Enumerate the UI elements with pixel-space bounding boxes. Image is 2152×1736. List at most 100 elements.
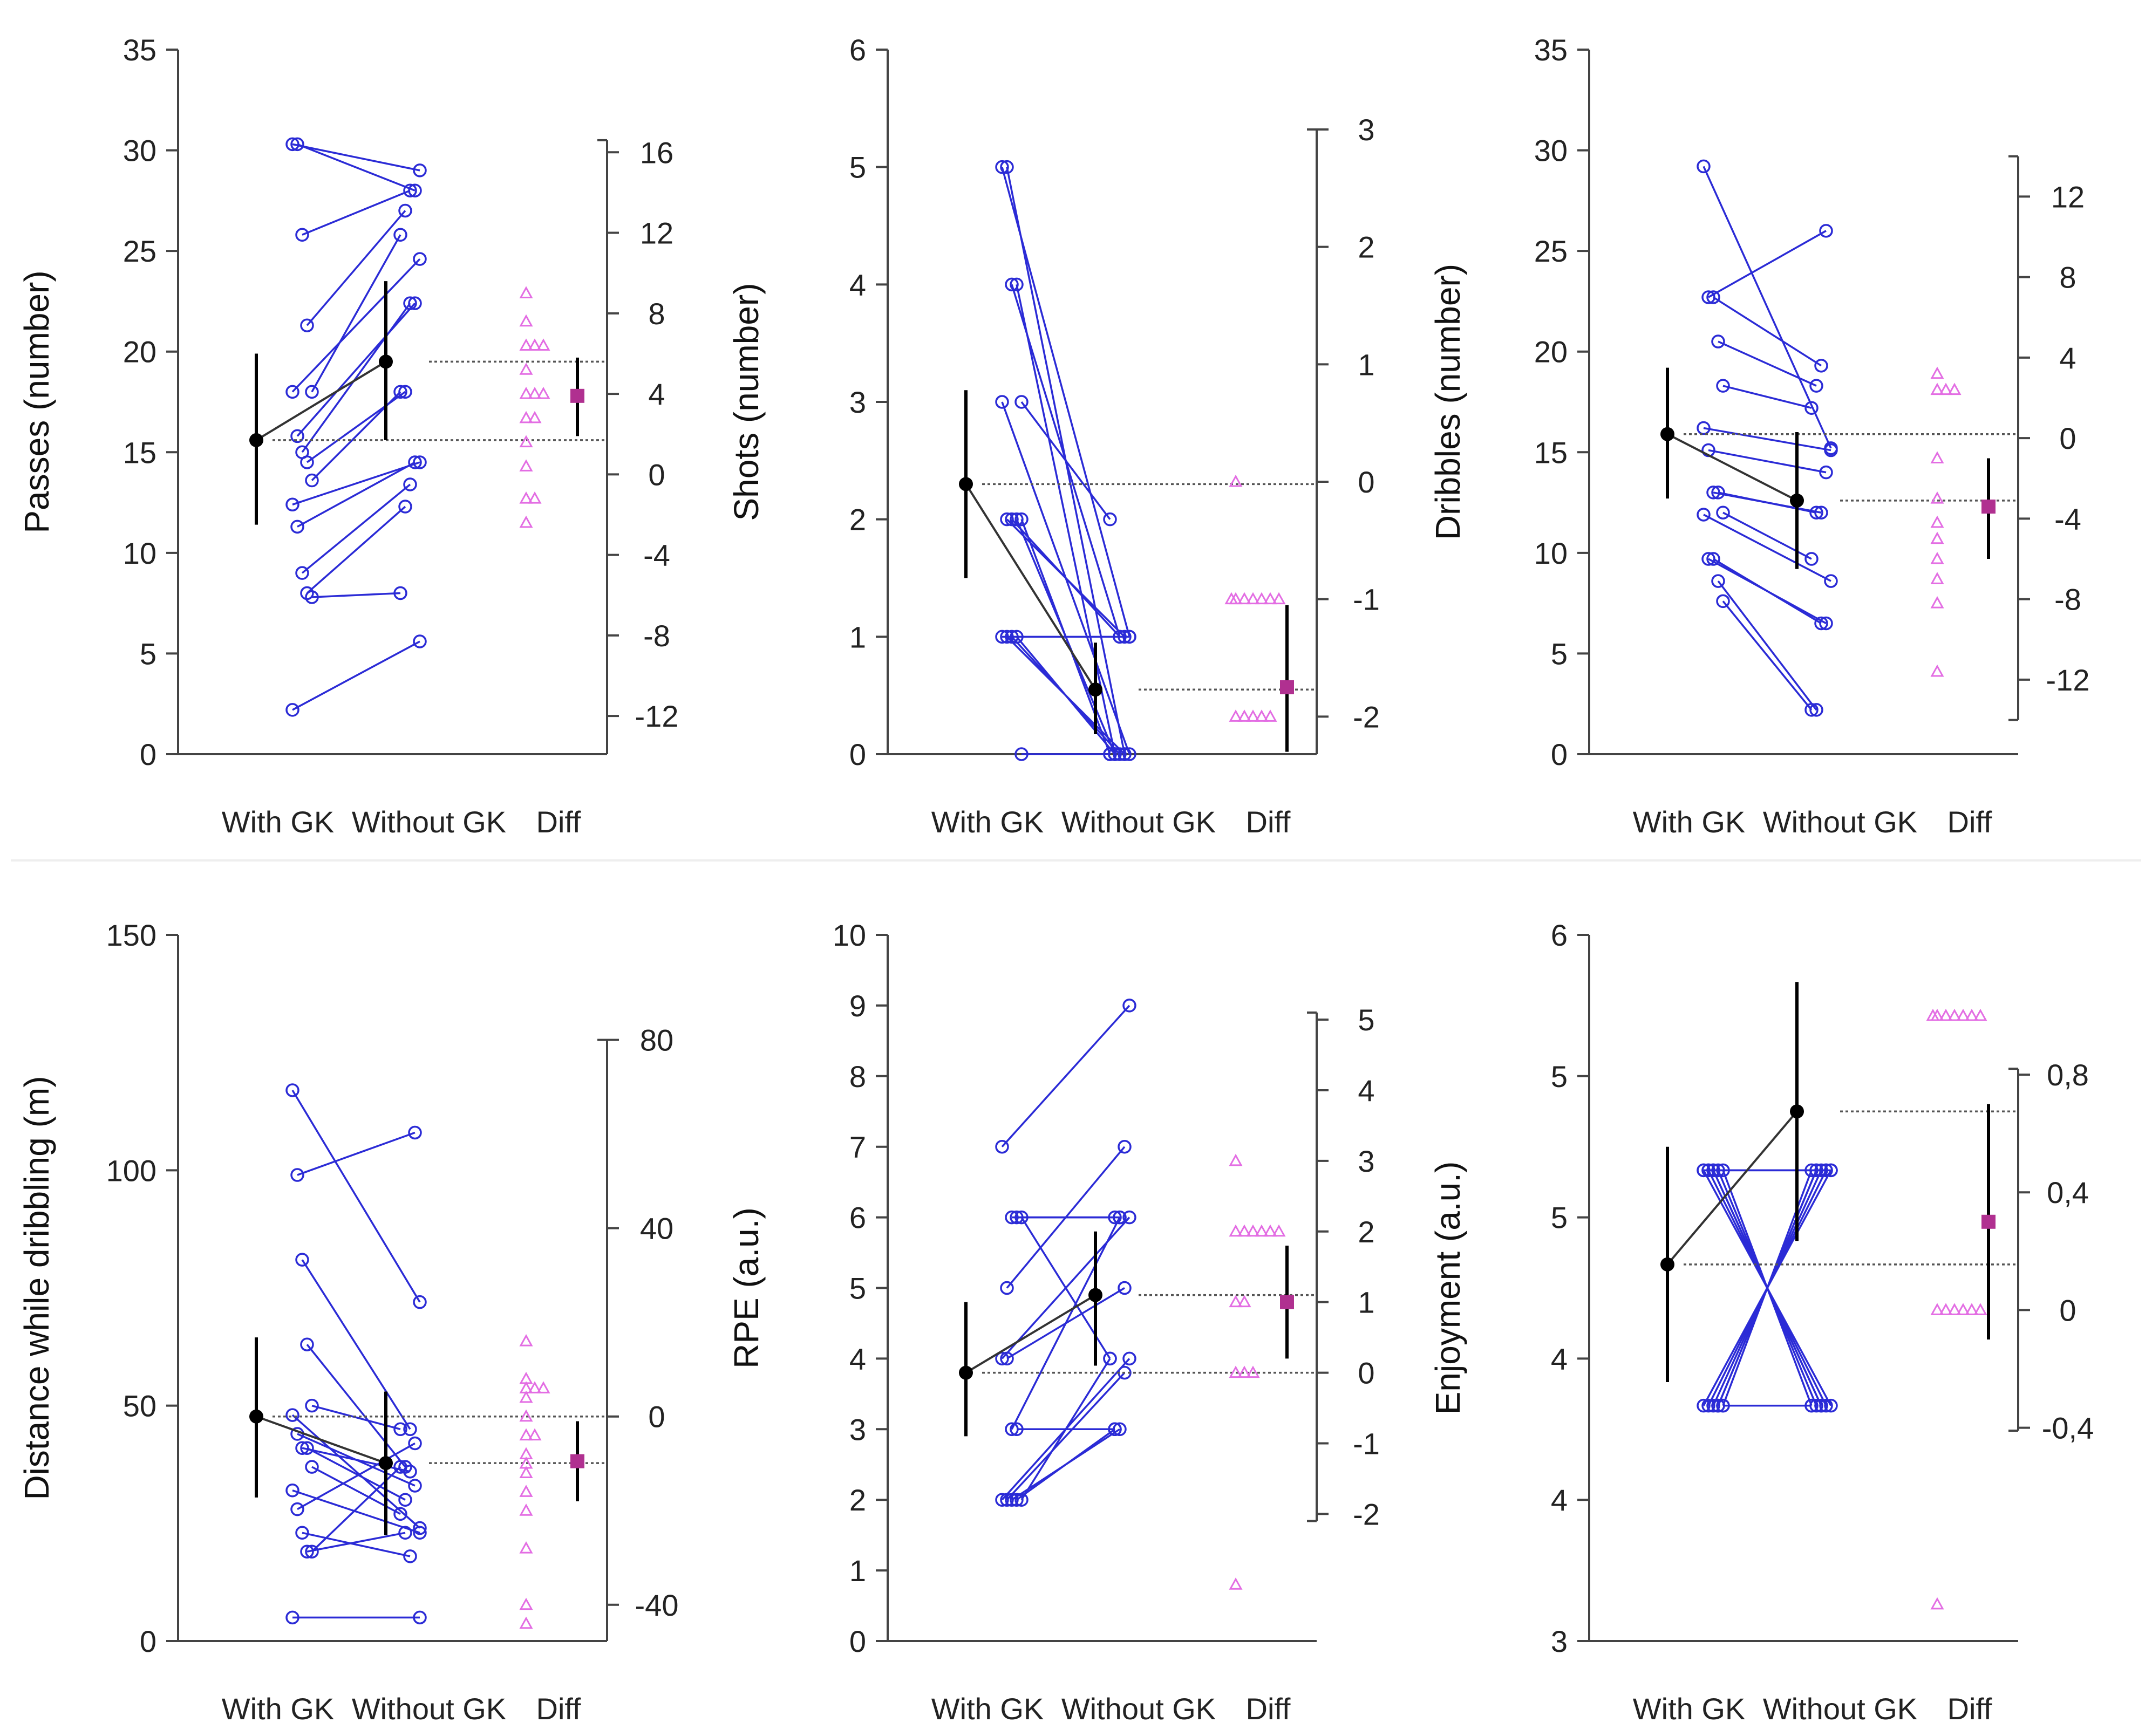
panel-2: 0 1 2 3 4 5 6 -2 -1 0 1 2 3 With GK Without GK Diff Shot… [727, 33, 1380, 839]
individual-point-with-gk [1716, 1398, 1730, 1413]
y2-tick-label: 0 [648, 1400, 665, 1434]
diff-point [536, 1381, 550, 1393]
y-tick-label: 20 [1534, 335, 1568, 369]
individual-point-with-gk [1716, 594, 1730, 609]
individual-point-with-gk [1697, 508, 1711, 522]
mean-connector [1666, 1110, 1798, 1266]
diff-point [519, 338, 533, 351]
individual-point-without-gk [1824, 1163, 1838, 1178]
diff-point [528, 1381, 542, 1393]
individual-line [1722, 385, 1812, 409]
individual-line [292, 461, 420, 505]
y-axis-label: RPE (a.u.) [727, 1207, 766, 1369]
diff-point [519, 1409, 533, 1422]
individual-point-without-gk [1804, 703, 1819, 717]
individual-point-with-gk [1014, 1210, 1029, 1225]
diff-point [1956, 1008, 1970, 1021]
y2-tick-label: 80 [640, 1023, 673, 1057]
mean-point [379, 354, 393, 369]
individual-point-without-gk [1809, 505, 1823, 520]
x-category-label: Without GK [352, 805, 506, 839]
individual-point-without-gk [1824, 574, 1838, 588]
individual-point-with-gk [305, 473, 319, 488]
individual-line [297, 1131, 416, 1176]
individual-line [301, 483, 411, 574]
diff-point [519, 1597, 533, 1610]
diff-point [519, 1334, 533, 1347]
individual-point-with-gk [995, 160, 1009, 174]
y-tick-label: 1 [849, 620, 866, 654]
y2-tick-label: 2 [1358, 1215, 1374, 1249]
diff-point [519, 1485, 533, 1497]
individual-point-with-gk [295, 228, 309, 242]
x-category-label: Without GK [1061, 1692, 1216, 1726]
diff-point [519, 1616, 533, 1629]
x-category-label: Diff [1246, 1692, 1291, 1726]
x-category-label: Diff [536, 1692, 581, 1726]
individual-point-with-gk [295, 566, 309, 580]
y-tick-label: 10 [1534, 536, 1568, 570]
y-tick-label: 5 [1551, 637, 1568, 671]
diff-point [1930, 596, 1944, 609]
individual-point-without-gk [393, 1460, 407, 1474]
individual-line [292, 640, 420, 711]
y-tick-label: 4 [1551, 1483, 1568, 1517]
diff-point [1947, 1008, 1962, 1021]
individual-point-without-gk [398, 1526, 412, 1540]
individual-point-with-gk [995, 395, 1009, 409]
diff-point [1947, 382, 1962, 395]
y2-tick-label: -8 [2054, 583, 2081, 617]
y2-tick-label: 0 [1358, 1356, 1374, 1390]
individual-point-with-gk [1010, 630, 1024, 644]
diff-point [1930, 366, 1944, 379]
y-tick-label: 3 [1551, 1624, 1568, 1658]
individual-point-with-gk [1014, 747, 1029, 761]
y-tick-label: 5 [140, 637, 156, 671]
individual-point-without-gk [403, 477, 417, 491]
individual-line [311, 592, 401, 598]
diff-mean-point [570, 388, 584, 403]
y2-tick-label: -1 [1353, 1426, 1380, 1460]
x-category-label: With GK [1633, 1692, 1745, 1726]
individual-point-without-gk [1113, 1210, 1127, 1225]
individual-point-without-gk [413, 1610, 427, 1625]
mean-connector [256, 1415, 386, 1465]
individual-point-without-gk [413, 1521, 427, 1535]
individual-line [1708, 449, 1827, 474]
diff-point [1930, 531, 1944, 544]
individual-point-with-gk [1716, 379, 1730, 393]
mean-connector [965, 483, 1097, 691]
diff-point [1272, 1224, 1286, 1237]
y-tick-label: 3 [849, 1412, 866, 1446]
y-tick-label: 6 [849, 33, 866, 67]
individual-line [306, 210, 406, 326]
individual-point-with-gk [305, 1398, 319, 1413]
individual-point-without-gk [1809, 1163, 1823, 1178]
individual-point-with-gk [1706, 1163, 1720, 1178]
mean-point [959, 1365, 973, 1380]
individual-point-with-gk [1014, 395, 1029, 409]
individual-point-with-gk [1701, 1398, 1715, 1413]
y2-tick-label: 0 [648, 457, 665, 491]
diff-point [1956, 1303, 1970, 1315]
individual-point-with-gk [300, 455, 314, 469]
individual-point-without-gk [1122, 630, 1136, 644]
individual-point-with-gk [1014, 512, 1029, 527]
y2-tick-label: 4 [1358, 1074, 1374, 1108]
diff-point [528, 411, 542, 423]
individual-point-with-gk [290, 429, 304, 443]
y-axis-label: Dribbles (number) [1428, 264, 1467, 540]
diff-point [1229, 474, 1243, 487]
individual-point-with-gk [1005, 512, 1019, 527]
y-axis-label: Shots (number) [727, 283, 766, 521]
y2-tick-label: -2 [1353, 1497, 1380, 1531]
diff-point [1229, 1577, 1243, 1590]
individual-line [1001, 1358, 1131, 1501]
individual-line [296, 303, 416, 437]
individual-point-with-gk [285, 385, 299, 399]
individual-point-without-gk [408, 1436, 422, 1451]
individual-line [306, 505, 406, 594]
individual-point-without-gk [1819, 1163, 1833, 1178]
individual-point-without-gk [1122, 1351, 1136, 1366]
diff-point [1965, 1303, 1979, 1315]
